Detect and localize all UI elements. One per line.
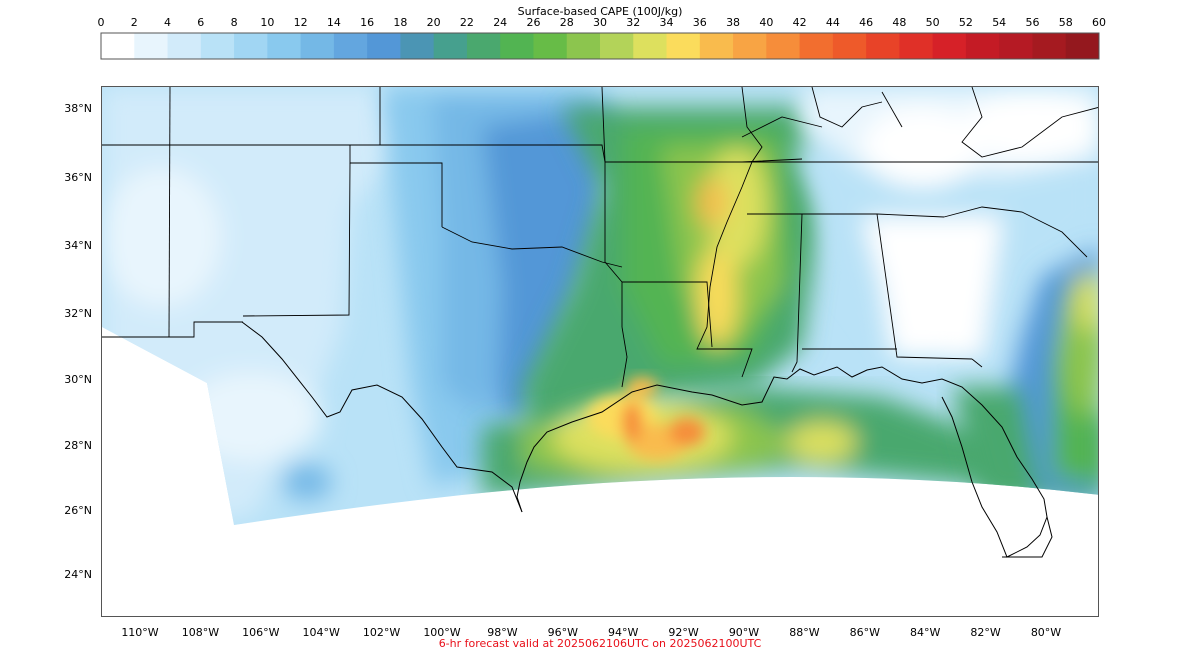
colorbar-title: Surface-based CAPE (100J/kg)	[517, 5, 683, 18]
map-frame[interactable]	[101, 86, 1099, 617]
latitude-label: 34°N	[64, 239, 92, 252]
longitude-label: 110°W	[121, 626, 159, 639]
latitude-label: 28°N	[64, 439, 92, 452]
colorbar-swatch	[367, 33, 401, 59]
colorbar-tick-label: 22	[460, 16, 474, 29]
coastline	[241, 321, 1053, 558]
longitude-label: 94°W	[608, 626, 639, 639]
colorbar-tick-label: 50	[926, 16, 940, 29]
colorbar-tick-label: 56	[1025, 16, 1039, 29]
longitude-label: 82°W	[970, 626, 1001, 639]
colorbar: 0 2 4 6 8 10 12 14 16 18 20 22 24 26 28 30 32 34 36 38 40 42 4…	[98, 16, 1106, 60]
colorbar-swatch	[866, 33, 900, 59]
colorbar-tick-label: 8	[231, 16, 238, 29]
colorbar-swatch	[999, 33, 1033, 59]
longitude-label: 88°W	[789, 626, 820, 639]
colorbar-tick-label: 44	[826, 16, 840, 29]
colorbar-swatch	[633, 33, 668, 59]
colorbar-tick-label: 30	[593, 16, 607, 29]
colorbar-swatch	[433, 33, 468, 59]
colorbar-tick-label: 48	[892, 16, 906, 29]
longitude-label: 98°W	[487, 626, 518, 639]
colorbar-swatch	[899, 33, 934, 59]
colorbar-swatch	[267, 33, 302, 59]
colorbar-swatch	[234, 33, 268, 59]
colorbar-swatch	[832, 33, 867, 59]
colorbar-tick-label: 60	[1092, 16, 1106, 29]
latitude-label: 24°N	[64, 568, 92, 581]
colorbar-swatch	[733, 33, 767, 59]
colorbar-swatch	[666, 33, 701, 59]
longitude-label: 92°W	[668, 626, 699, 639]
latitude-label: 26°N	[64, 504, 92, 517]
colorbar-tick-label: 18	[393, 16, 407, 29]
latitude-label: 30°N	[64, 373, 92, 386]
colorbar-tick-label: 26	[526, 16, 540, 29]
colorbar-swatch	[333, 33, 368, 59]
longitude-label: 100°W	[423, 626, 461, 639]
colorbar-swatch	[799, 33, 834, 59]
colorbar-tick-label: 36	[693, 16, 707, 29]
colorbar-border	[100, 32, 1100, 60]
longitude-label: 102°W	[362, 626, 401, 639]
colorbar-tick-label: 54	[992, 16, 1006, 29]
colorbar-swatch	[699, 33, 734, 59]
colorbar-tick-label: 34	[660, 16, 674, 29]
colorbar-swatch	[300, 33, 335, 59]
colorbar-swatch	[1065, 33, 1100, 59]
colorbar-tick-label: 38	[726, 16, 740, 29]
colorbar-tick-label: 40	[759, 16, 773, 29]
colorbar-tick-label: 2	[131, 16, 138, 29]
cape-field	[102, 87, 1098, 525]
colorbar-swatch	[1032, 33, 1067, 59]
colorbar-tick-label: 4	[164, 16, 171, 29]
colorbar-tick-label: 20	[427, 16, 441, 29]
colorbar-swatch	[600, 33, 634, 59]
longitude-label: 86°W	[849, 626, 880, 639]
colorbar-swatch	[400, 33, 435, 59]
cape-map[interactable]	[102, 87, 1099, 617]
colorbar-swatch	[500, 33, 534, 59]
latitude-label: 38°N	[64, 102, 92, 115]
colorbar-tick-label: 16	[360, 16, 374, 29]
colorbar-tick-label: 24	[493, 16, 507, 29]
colorbar-swatch	[533, 33, 568, 59]
longitude-label: 90°W	[728, 626, 760, 639]
longitude-label: 104°W	[302, 626, 340, 639]
colorbar-swatch	[134, 33, 169, 59]
colorbar-tick-label: 32	[626, 16, 640, 29]
forecast-caption: 6-hr forecast valid at 2025062106UTC on …	[438, 637, 762, 650]
latitude-label: 32°N	[64, 307, 92, 320]
colorbar-swatch	[466, 33, 501, 59]
colorbar-swatch	[167, 33, 202, 59]
colorbar-tick-label: 52	[959, 16, 973, 29]
colorbar-tick-label: 0	[98, 16, 105, 29]
colorbar-tick-label: 46	[859, 16, 873, 29]
longitude-label: 80°W	[1030, 626, 1062, 639]
colorbar-tick-label: 10	[260, 16, 274, 29]
colorbar-swatch	[566, 33, 601, 59]
longitude-label: 96°W	[547, 626, 578, 639]
colorbar-swatch	[965, 33, 1000, 59]
longitude-label: 84°W	[910, 626, 941, 639]
colorbar-swatch	[932, 33, 967, 59]
colorbar-tick-label: 28	[560, 16, 574, 29]
colorbar-swatch	[101, 33, 135, 59]
colorbar-swatch	[766, 33, 801, 59]
latitude-label: 36°N	[64, 171, 92, 184]
colorbar-tick-label: 14	[327, 16, 341, 29]
colorbar-tick-label: 42	[793, 16, 807, 29]
colorbar-tick-label: 12	[294, 16, 308, 29]
longitude-label: 108°W	[181, 626, 220, 639]
colorbar-tick-label: 6	[197, 16, 204, 29]
state-borders	[102, 87, 1098, 388]
colorbar-tick-label: 58	[1059, 16, 1073, 29]
colorbar-swatch	[200, 33, 235, 59]
longitude-label: 106°W	[242, 626, 280, 639]
